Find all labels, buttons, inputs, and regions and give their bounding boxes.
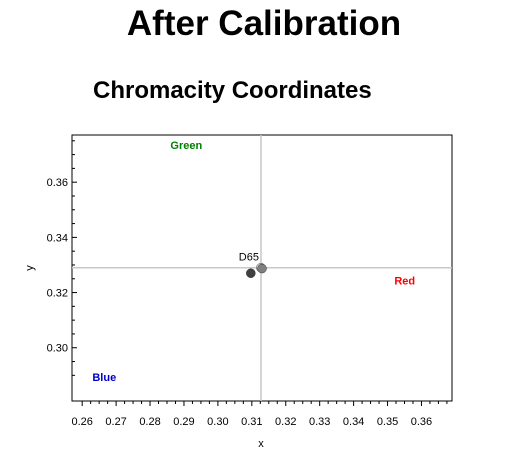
y-tick-label: 0.36 [47, 177, 68, 189]
x-tick-label: 0.29 [173, 416, 194, 428]
y-axis-label: y [24, 265, 36, 271]
corner-label-red: Red [394, 275, 415, 287]
x-tick-label: 0.35 [377, 416, 398, 428]
y-tick-label: 0.32 [47, 288, 68, 300]
y-tick-label: 0.34 [47, 232, 68, 244]
d65-label: D65 [239, 252, 259, 264]
x-tick-label: 0.36 [411, 416, 432, 428]
corner-label-blue: Blue [92, 372, 116, 384]
x-tick-label: 0.34 [343, 416, 364, 428]
x-tick-label: 0.27 [105, 416, 126, 428]
x-tick-label: 0.31 [241, 416, 262, 428]
x-tick-label: 0.33 [309, 416, 330, 428]
x-tick-label: 0.30 [207, 416, 228, 428]
page-title: After Calibration [126, 4, 402, 43]
measured-point [246, 268, 256, 278]
x-tick-label: 0.26 [71, 416, 92, 428]
measured-point [257, 263, 267, 274]
x-tick-label: 0.32 [275, 416, 296, 428]
y-tick-label: 0.30 [47, 343, 68, 355]
x-axis-label: x [258, 438, 264, 450]
x-tick-label: 0.28 [139, 416, 160, 428]
corner-label-green: Green [170, 140, 202, 152]
chart-title: Chromacity Coordinates [93, 77, 372, 104]
